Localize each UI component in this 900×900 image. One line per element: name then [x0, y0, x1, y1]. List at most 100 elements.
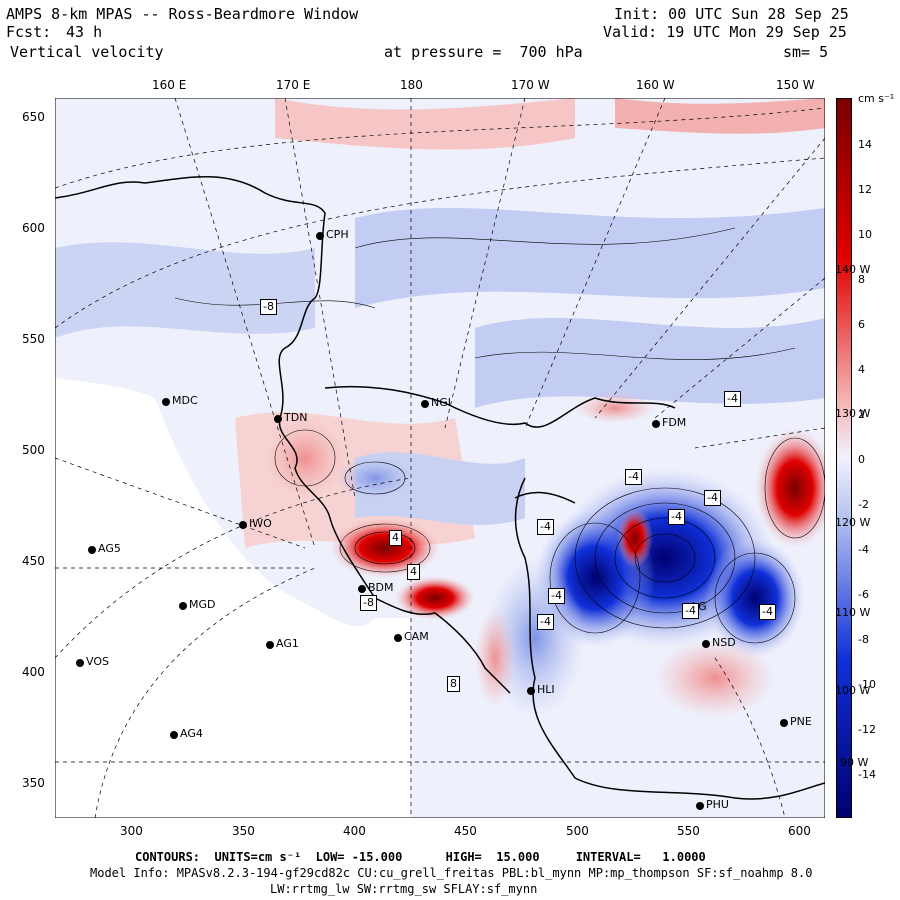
contour-value-label: -4: [759, 604, 776, 620]
contour-value-label: -4: [537, 519, 554, 535]
station-marker: [162, 398, 170, 406]
colorbar-tick-label: 6: [858, 318, 865, 331]
vertical-velocity-map: [55, 98, 825, 818]
strong-ascent-core: [755, 428, 825, 548]
station-marker: [696, 802, 704, 810]
station-label: TDN: [284, 411, 308, 424]
colorbar-tick-label: 14: [858, 138, 872, 151]
station-label: CAM: [404, 630, 429, 643]
station-label: PHU: [706, 798, 729, 811]
contour-value-label: 4: [389, 530, 402, 546]
station-marker: [88, 546, 96, 554]
weak-descent-band: [55, 242, 315, 338]
x-tick-label: 350: [232, 824, 255, 838]
contour-value-label: -8: [360, 595, 377, 611]
forecast-label: Fcst:: [6, 23, 52, 41]
valid-time: Valid: 19 UTC Mon 29 Sep 25: [603, 23, 847, 41]
model-info: Model Info: MPASv8.2.3-194-gf29cd82c CU:…: [90, 866, 813, 880]
x-tick-label: 450: [454, 824, 477, 838]
weak-descent-band: [355, 208, 825, 308]
station-marker: [780, 719, 788, 727]
station-marker: [358, 585, 366, 593]
strong-ascent-core: [617, 508, 653, 568]
x-tick-label: 500: [566, 824, 589, 838]
strong-ascent-core: [395, 576, 475, 620]
contour-value-label: -4: [682, 603, 699, 619]
lon-label: 120 W: [835, 516, 871, 529]
station-label: AG1: [276, 637, 299, 650]
init-time: Init: 00 UTC Sun 28 Sep 25: [614, 5, 849, 23]
pressure-level: at pressure = 700 hPa: [384, 43, 583, 61]
lon-label: 160 E: [152, 78, 187, 92]
station-marker: [702, 640, 710, 648]
weak-ascent-band: [615, 98, 825, 134]
contour-value-label: 4: [407, 564, 420, 580]
contour-value-label: -4: [724, 391, 741, 407]
station-label: NSD: [712, 636, 736, 649]
station-marker: [421, 400, 429, 408]
y-tick-label: 650: [22, 110, 45, 124]
station-marker: [316, 232, 324, 240]
smoothing: sm= 5: [783, 43, 829, 61]
forecast-hours: 43 h: [66, 23, 103, 41]
y-tick-label: 550: [22, 332, 45, 346]
station-label: CPH: [326, 228, 349, 241]
colorbar-tick-label: -14: [858, 768, 876, 781]
station-label: NGI: [431, 396, 451, 409]
coastline: [324, 385, 676, 428]
colorbar-tick-label: -12: [858, 723, 876, 736]
strong-ascent-core: [330, 518, 440, 578]
colorbar-tick-label: -2: [858, 498, 869, 511]
station-label: FDM: [662, 416, 687, 429]
station-marker: [652, 420, 660, 428]
lon-label: 170 W: [511, 78, 550, 92]
colorbar-units: cm s⁻¹: [858, 92, 895, 105]
station-label: MDC: [172, 394, 198, 407]
lon-label: 180: [400, 78, 423, 92]
lon-label: 170 E: [276, 78, 311, 92]
contour-value-label: -4: [668, 509, 685, 525]
station-marker: [266, 641, 274, 649]
coastline: [514, 477, 825, 800]
contour-value-label: -4: [537, 614, 554, 630]
station-marker: [239, 521, 247, 529]
contour-value-label: -4: [625, 469, 642, 485]
colorbar-tick-label: -6: [858, 588, 869, 601]
lon-label: 150 W: [776, 78, 815, 92]
x-tick-label: 600: [788, 824, 811, 838]
colorbar-tick-label: 0: [858, 453, 865, 466]
station-marker: [179, 602, 187, 610]
station-label: MGD: [189, 598, 216, 611]
scheme-info: LW:rrtmg_lw SW:rrtmg_sw SFLAY:sf_mynn: [270, 882, 538, 896]
colorbar-tick-label: -8: [858, 633, 869, 646]
lon-label: 160 W: [636, 78, 675, 92]
lon-label: 130 W: [835, 407, 871, 420]
weak-ascent-band: [275, 98, 575, 150]
y-tick-label: 500: [22, 443, 45, 457]
colorbar-tick-label: 10: [858, 228, 872, 241]
moderate-descent: [335, 456, 415, 500]
lon-label: 140 W: [835, 263, 871, 276]
station-marker: [76, 659, 84, 667]
variable-name: Vertical velocity: [10, 43, 164, 61]
station-label: IWO: [249, 517, 272, 530]
colorbar: [836, 98, 852, 818]
station-label: AG4: [180, 727, 203, 740]
station-marker: [170, 731, 178, 739]
moderate-ascent: [475, 608, 515, 708]
station-label: AG5: [98, 542, 121, 555]
masked-terrain-area: [55, 378, 410, 818]
contour-lines: [174, 227, 825, 644]
graticule: [55, 98, 825, 818]
station-marker: [274, 415, 282, 423]
colorbar-tick-label: -4: [858, 543, 869, 556]
station-label: VOS: [86, 655, 109, 668]
x-tick-label: 400: [343, 824, 366, 838]
colorbar-tick-label: 4: [858, 363, 865, 376]
contour-value-label: -4: [548, 588, 565, 604]
coastline: [514, 491, 576, 504]
moderate-ascent: [575, 393, 655, 423]
colorbar-tick-label: -10: [858, 678, 876, 691]
station-label: PNE: [790, 715, 812, 728]
y-tick-label: 450: [22, 554, 45, 568]
